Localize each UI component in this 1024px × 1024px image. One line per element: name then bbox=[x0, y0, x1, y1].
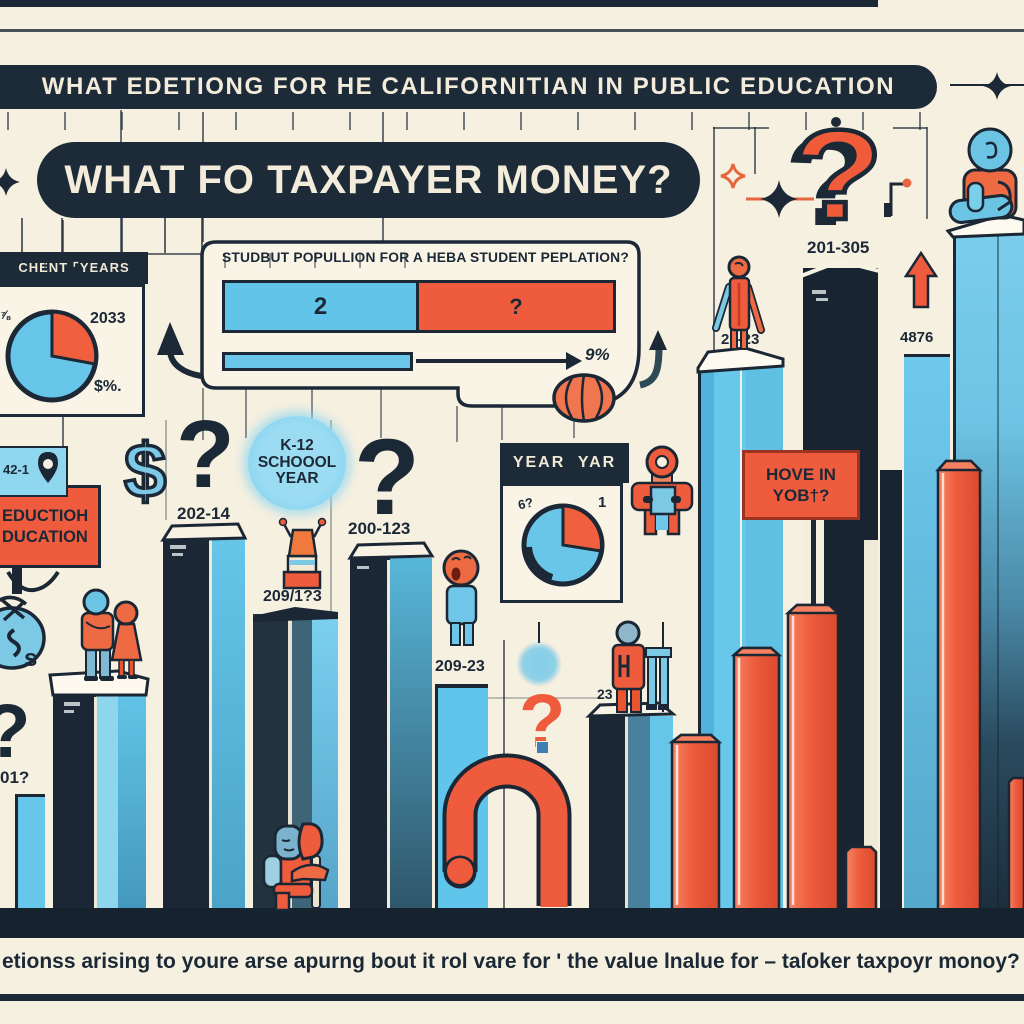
svg-text:s: s bbox=[24, 645, 37, 672]
